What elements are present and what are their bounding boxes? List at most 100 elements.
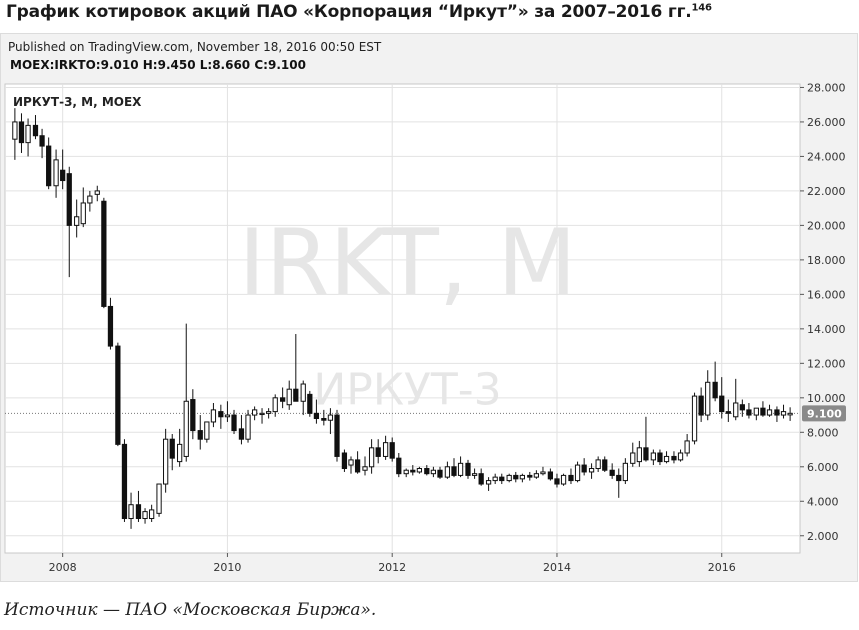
candle-body[interactable]	[684, 440, 690, 454]
candle-body[interactable]	[465, 462, 471, 476]
candle-body[interactable]	[259, 412, 265, 416]
candle-body[interactable]	[471, 473, 478, 476]
candle-body[interactable]	[643, 447, 649, 461]
candle-body[interactable]	[691, 395, 698, 442]
candle-body[interactable]	[204, 421, 210, 440]
candle-body[interactable]	[533, 473, 540, 478]
candle-body[interactable]	[609, 469, 615, 476]
candle-body[interactable]	[163, 438, 169, 485]
candle-body[interactable]	[712, 381, 718, 399]
candle-body[interactable]	[774, 409, 780, 416]
candle-body[interactable]	[554, 478, 560, 485]
candle-body[interactable]	[169, 438, 175, 459]
candle-body[interactable]	[74, 216, 80, 226]
candle-body[interactable]	[327, 414, 334, 421]
candle-body[interactable]	[492, 476, 498, 482]
candle-body[interactable]	[39, 135, 45, 147]
candle-body[interactable]	[663, 455, 670, 463]
candle-body[interactable]	[375, 447, 381, 457]
candle-body[interactable]	[46, 145, 52, 187]
candle-body[interactable]	[382, 442, 389, 457]
candle-body[interactable]	[149, 509, 155, 520]
candle-body[interactable]	[547, 471, 554, 480]
candle-body[interactable]	[60, 169, 66, 182]
candle-body[interactable]	[66, 173, 72, 226]
candle-body[interactable]	[766, 409, 773, 416]
candle-body[interactable]	[437, 469, 443, 478]
candle-body[interactable]	[698, 395, 704, 416]
candle-body[interactable]	[616, 474, 622, 482]
candle-body[interactable]	[25, 124, 31, 144]
candle-body[interactable]	[224, 414, 231, 418]
candle-body[interactable]	[444, 466, 451, 478]
candle-body[interactable]	[115, 345, 121, 445]
candle-body[interactable]	[286, 388, 292, 406]
candle-body[interactable]	[671, 455, 677, 461]
candle-body[interactable]	[128, 504, 134, 520]
candle-body[interactable]	[121, 443, 128, 520]
candle-body[interactable]	[650, 452, 656, 461]
candle-body[interactable]	[135, 504, 142, 520]
candle-body[interactable]	[293, 388, 299, 402]
candle-body[interactable]	[101, 200, 107, 307]
candle-body[interactable]	[430, 469, 437, 475]
candle-body[interactable]	[313, 412, 320, 420]
candle-body[interactable]	[307, 393, 313, 414]
candle-body[interactable]	[540, 471, 546, 475]
candle-body[interactable]	[354, 459, 361, 473]
candle-body[interactable]	[177, 443, 183, 463]
candle-body[interactable]	[424, 468, 430, 475]
candle-body[interactable]	[348, 459, 354, 466]
candle-body[interactable]	[677, 452, 684, 461]
candle-body[interactable]	[18, 121, 25, 144]
candle-body[interactable]	[396, 457, 402, 475]
candle-body[interactable]	[183, 400, 189, 457]
candle-body[interactable]	[499, 476, 505, 482]
candle-body[interactable]	[334, 414, 340, 457]
candle-body[interactable]	[506, 474, 512, 482]
candle-body[interactable]	[595, 459, 601, 470]
candle-body[interactable]	[265, 411, 272, 414]
candle-body[interactable]	[80, 202, 86, 225]
candle-body[interactable]	[231, 414, 237, 432]
candle-body[interactable]	[574, 464, 581, 482]
candle-body[interactable]	[341, 452, 348, 470]
candle-body[interactable]	[142, 511, 148, 520]
candle-body[interactable]	[403, 469, 409, 475]
candle-body[interactable]	[190, 399, 196, 432]
candle-body[interactable]	[368, 447, 375, 468]
candle-body[interactable]	[197, 430, 203, 440]
candle-body[interactable]	[739, 404, 745, 411]
candle-body[interactable]	[218, 411, 224, 418]
candle-body[interactable]	[87, 195, 93, 204]
candle-body[interactable]	[753, 407, 759, 416]
candle-body[interactable]	[725, 411, 731, 414]
candle-body[interactable]	[272, 397, 278, 413]
candle-body[interactable]	[300, 383, 306, 402]
candle-body[interactable]	[451, 466, 457, 476]
candle-body[interactable]	[519, 474, 525, 480]
candle-body[interactable]	[719, 395, 725, 413]
candle-body[interactable]	[238, 428, 245, 440]
candle-body[interactable]	[636, 447, 642, 463]
candle-body[interactable]	[760, 407, 766, 416]
candle-body[interactable]	[94, 190, 100, 195]
candle-body[interactable]	[485, 480, 492, 485]
candle-body[interactable]	[733, 402, 739, 418]
candle-body[interactable]	[53, 159, 59, 187]
candle-body[interactable]	[416, 468, 423, 473]
candle-body[interactable]	[457, 462, 464, 476]
candle-body[interactable]	[513, 474, 519, 480]
candle-body[interactable]	[568, 474, 574, 482]
candlestick-chart[interactable]: 2.000 4.000 6.000 8.000 10.000 12.000 14.000 16…	[0, 0, 859, 590]
candle-body[interactable]	[657, 452, 663, 463]
candle-body[interactable]	[478, 473, 484, 485]
candle-body[interactable]	[746, 409, 752, 416]
candle-body[interactable]	[107, 305, 114, 347]
candle-body[interactable]	[210, 409, 217, 423]
candle-body[interactable]	[251, 409, 258, 416]
candle-body[interactable]	[622, 462, 628, 482]
candle-body[interactable]	[280, 397, 286, 402]
candle-body[interactable]	[245, 414, 251, 440]
candle-body[interactable]	[705, 381, 711, 416]
